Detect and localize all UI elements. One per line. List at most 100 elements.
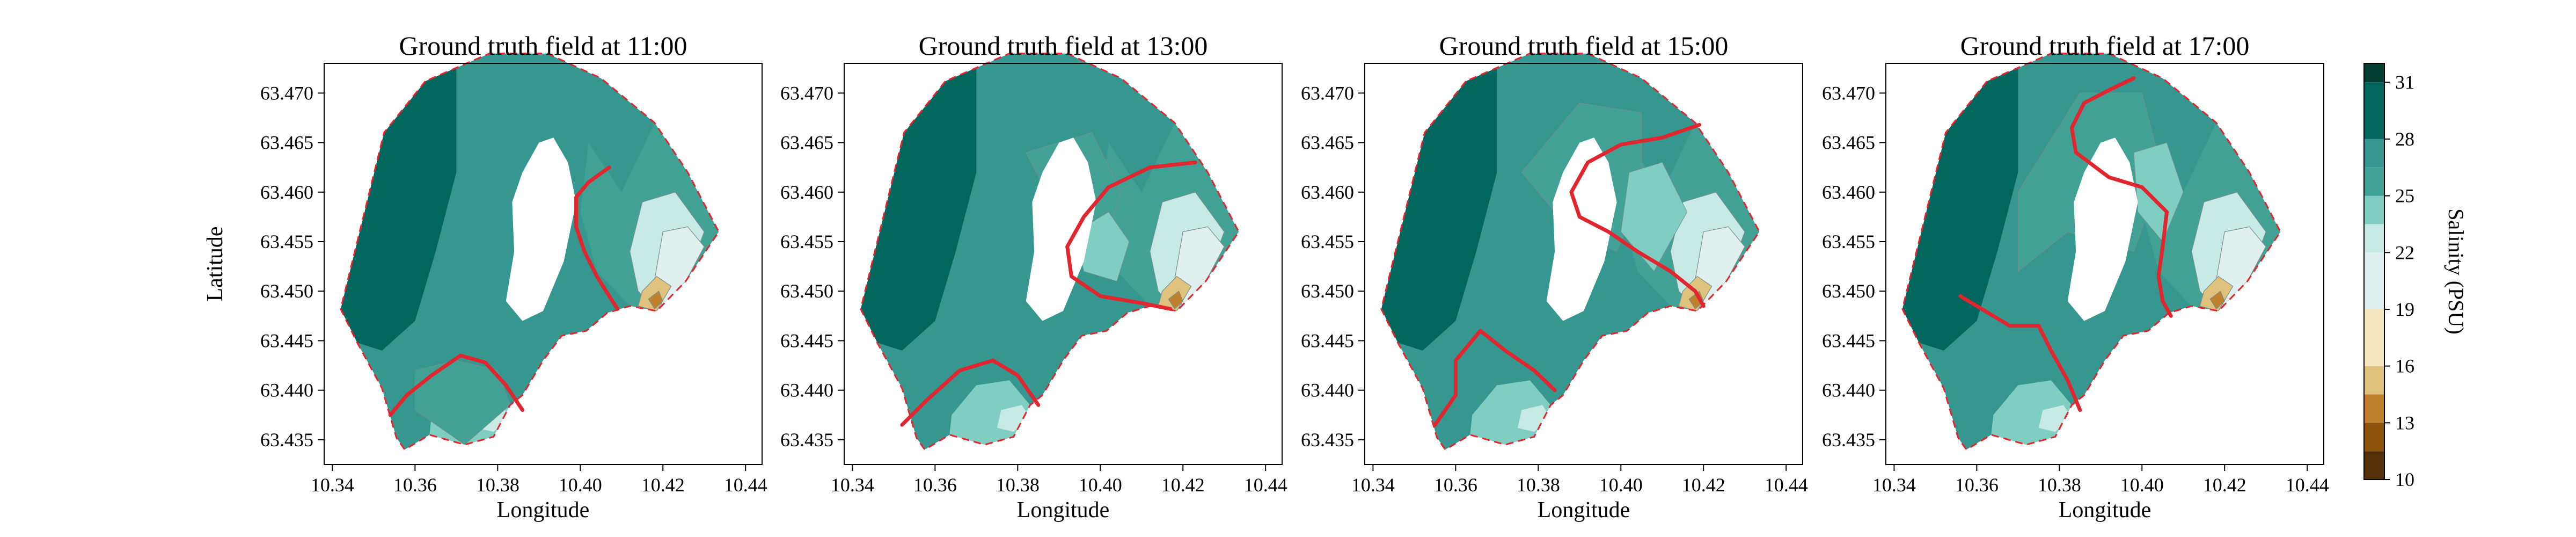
y-tick-label: 63.470	[1301, 82, 1354, 104]
x-tick-label: 10.36	[1434, 474, 1477, 496]
y-tick-label: 63.450	[1822, 280, 1875, 302]
x-axis-label: Longitude	[1538, 498, 1630, 523]
y-axis-label: Latitude	[203, 227, 228, 302]
colorbar-segment	[2364, 167, 2384, 196]
axes-frame	[844, 63, 1283, 465]
colorbar-segment	[2364, 423, 2384, 452]
panel-title: Ground truth field at 11:00	[399, 31, 687, 61]
colorbar-tick-label: 25	[2395, 185, 2414, 207]
x-tick-label: 10.42	[1161, 474, 1205, 496]
y-tick-label: 63.465	[260, 132, 313, 154]
island	[1546, 137, 1617, 321]
front-line	[1065, 160, 1197, 311]
front-line	[388, 353, 524, 417]
y-tick-label: 63.435	[1301, 429, 1354, 451]
salinity-region	[997, 405, 1030, 432]
colorbar-segment	[2364, 252, 2384, 309]
y-tick-label: 63.450	[1301, 280, 1354, 302]
x-tick-label: 10.40	[1599, 474, 1643, 496]
y-tick-label: 63.450	[780, 280, 833, 302]
colorbar-segment	[2364, 139, 2384, 168]
y-tick-label: 63.450	[260, 280, 313, 302]
salinity-region	[1620, 162, 1688, 272]
x-tick-label: 10.36	[1955, 474, 1999, 496]
domain-boundary	[1380, 53, 1760, 451]
colorbar-label: Salinity (PSU)	[2444, 208, 2468, 334]
y-tick-label: 63.445	[780, 330, 833, 351]
y-tick-label: 63.455	[780, 231, 833, 252]
colorbar-tick-label: 19	[2395, 299, 2414, 320]
colorbar: 10 13 16 19 22 25 28 31 Salinity (PSU)	[2363, 63, 2468, 490]
x-tick-label: 10.38	[476, 474, 519, 496]
x-tick-label: 10.40	[2120, 474, 2164, 496]
island	[1026, 137, 1096, 321]
salinity-region	[1158, 275, 1192, 311]
y-tick-label: 63.465	[780, 132, 833, 154]
x-tick-label: 10.34	[1872, 474, 1916, 496]
colorbar-segment	[2364, 224, 2384, 253]
colorbar-tick-label: 22	[2395, 242, 2414, 263]
panel-3: 10.34 10.36 10.38 10.40 10.42 10.44 63.435 63.4…	[1301, 31, 1808, 523]
y-tick-label: 63.445	[260, 330, 313, 351]
x-tick-label: 10.44	[1244, 474, 1287, 496]
salinity-region	[1381, 58, 1497, 351]
front-line	[1433, 329, 1557, 427]
y-tick-label: 63.465	[1822, 132, 1875, 154]
x-tick-label: 10.34	[1351, 474, 1395, 496]
x-tick-label: 10.44	[2286, 474, 2329, 496]
y-tick-label: 63.435	[780, 429, 833, 451]
salinity-region	[1517, 405, 1551, 432]
y-tick-label: 63.445	[1822, 330, 1875, 351]
axes-frame	[1364, 63, 1803, 465]
salinity-region	[1902, 58, 2018, 351]
y-tick-label: 63.460	[1822, 182, 1875, 203]
y-tick-label: 63.465	[1301, 132, 1354, 154]
island	[2067, 137, 2138, 321]
colorbar-tick-label: 13	[2395, 412, 2414, 433]
y-tick-label: 63.455	[260, 231, 313, 252]
x-tick-label: 10.38	[996, 474, 1040, 496]
colorbar-segment	[2364, 366, 2384, 395]
y-tick-label: 63.455	[1822, 231, 1875, 252]
salinity-region	[340, 58, 457, 351]
x-axis-label: Longitude	[497, 498, 590, 523]
axes-frame	[1885, 63, 2324, 465]
y-tick-label: 63.445	[1301, 330, 1354, 351]
panel-title: Ground truth field at 17:00	[1960, 31, 2250, 61]
front-line	[2069, 76, 2173, 318]
x-tick-label: 10.44	[724, 474, 767, 496]
front-line	[900, 358, 1041, 427]
colorbar-tick-label: 31	[2395, 71, 2414, 93]
y-tick-label: 63.440	[780, 380, 833, 401]
x-axis-label: Longitude	[2059, 498, 2151, 523]
front-line	[1958, 294, 2082, 412]
colorbar-segment	[2364, 63, 2384, 83]
front-line	[574, 165, 620, 311]
y-tick-label: 63.440	[1301, 380, 1354, 401]
colorbar-segment	[2364, 309, 2384, 366]
panel-2: 10.34 10.36 10.38 10.40 10.42 10.44 63.435 63.4…	[780, 31, 1287, 523]
colorbar-segment	[2364, 451, 2384, 480]
colorbar-frame	[2363, 63, 2385, 480]
domain-boundary	[340, 53, 720, 451]
front-line	[1569, 122, 1706, 308]
panel-4: 10.34 10.36 10.38 10.40 10.42 10.44 63.435 63.4…	[1822, 31, 2329, 523]
y-tick-label: 63.470	[780, 82, 833, 104]
x-tick-label: 10.42	[641, 474, 685, 496]
colorbar-tick-label: 16	[2395, 355, 2414, 377]
salinity-region	[638, 275, 672, 311]
salinity-region	[2209, 291, 2225, 310]
salinity-region	[648, 291, 663, 310]
colorbar-tick-label: 28	[2395, 128, 2414, 150]
x-tick-label: 10.34	[311, 474, 354, 496]
x-tick-label: 10.34	[831, 474, 874, 496]
x-tick-label: 10.42	[2203, 474, 2246, 496]
island	[506, 137, 576, 321]
y-tick-label: 63.440	[1822, 380, 1875, 401]
y-tick-label: 63.470	[260, 82, 313, 104]
salinity-region	[2199, 275, 2234, 311]
x-tick-label: 10.38	[2038, 474, 2081, 496]
x-tick-label: 10.40	[1079, 474, 1122, 496]
colorbar-segment	[2364, 82, 2384, 139]
